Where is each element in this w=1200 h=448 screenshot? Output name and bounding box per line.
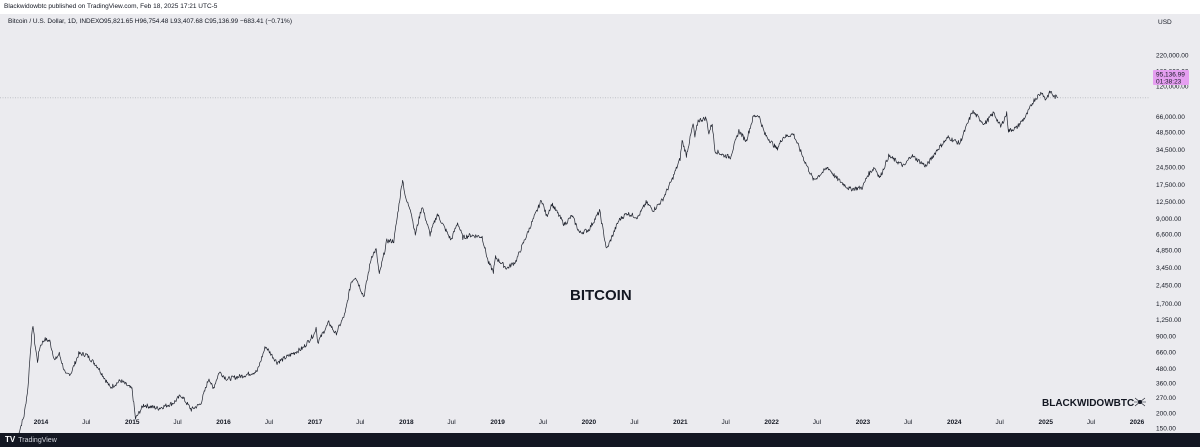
corner-watermark: BLACKWIDOWBTC [1042, 398, 1134, 409]
y-tick-label: 1,700.00 [1156, 301, 1182, 308]
x-tick-label: Jul [173, 419, 182, 426]
y-tick-label: 24,500.00 [1156, 165, 1185, 172]
legend-symbol: Bitcoin / U.S. Dollar, 1D, INDEX [8, 18, 100, 25]
x-tick-label: 2014 [34, 419, 49, 426]
price-chart[interactable]: Bitcoin / U.S. Dollar, 1D, INDEX O95,821… [0, 14, 1200, 436]
y-tick-label: 66,000.00 [1156, 114, 1185, 121]
x-tick-label: 2016 [216, 419, 231, 426]
y-tick-label: 4,850.00 [1156, 247, 1182, 254]
x-tick-label: Jul [356, 419, 365, 426]
y-tick-label: 120,000.00 [1156, 83, 1189, 90]
y-tick-label: 220,000.00 [1156, 52, 1189, 59]
price-series [17, 90, 1058, 436]
y-tick-label: 480.00 [1156, 366, 1176, 373]
x-tick-label: Jul [539, 419, 548, 426]
x-tick-label: Jul [813, 419, 822, 426]
y-tick-label: 12,500.00 [1156, 199, 1185, 206]
y-tick-label: 2,450.00 [1156, 282, 1182, 289]
y-axis: 150.00 200.00 270.00 360.00 480.00 660.00 900.… [1156, 52, 1189, 432]
x-tick-label: 2020 [582, 419, 597, 426]
x-tick-label: 2026 [1130, 419, 1145, 426]
y-tick-label: 150.00 [1156, 425, 1176, 432]
center-watermark: BITCOIN [570, 287, 632, 304]
current-price-tag-bg [1153, 70, 1189, 85]
price-line [17, 90, 1058, 436]
y-tick-label: 3,450.00 [1156, 265, 1182, 272]
y-tick-label: 1,250.00 [1156, 317, 1182, 324]
x-tick-label: Jul [996, 419, 1005, 426]
x-tick-label: 2024 [947, 419, 962, 426]
x-tick-label: 2025 [1038, 419, 1053, 426]
x-tick-label: Jul [904, 419, 913, 426]
current-price-tag: 95,136.99 01:38:23 [1153, 70, 1189, 86]
y-tick-label: 660.00 [1156, 349, 1176, 356]
publisher-line: Blackwidowbtc published on TradingView.c… [0, 0, 1200, 14]
current-price-value: 95,136.99 [1156, 72, 1185, 79]
y-tick-label: 360.00 [1156, 381, 1176, 388]
x-axis: 2014 Jul 2015 Jul 2016 Jul 2017 Jul 2018 Jul 2019 J… [34, 419, 1145, 426]
x-tick-label: 2022 [764, 419, 779, 426]
chart-area[interactable]: Bitcoin / U.S. Dollar, 1D, INDEX O95,821… [0, 14, 1200, 436]
y-tick-label: 17,500.00 [1156, 182, 1185, 189]
y-tick-label: 200.00 [1156, 411, 1176, 418]
currency-label: USD [1158, 19, 1172, 26]
x-tick-label: 2021 [673, 419, 688, 426]
y-tick-label: 900.00 [1156, 334, 1176, 341]
y-tick-label: 9,000.00 [1156, 216, 1182, 223]
y-tick-label: 48,500.00 [1156, 130, 1185, 137]
footer-brand[interactable]: TradingView [18, 437, 57, 444]
x-tick-label: 2018 [399, 419, 414, 426]
x-tick-label: Jul [82, 419, 91, 426]
y-tick-label: 34,500.00 [1156, 147, 1185, 154]
x-tick-label: Jul [447, 419, 456, 426]
y-tick-label: 270.00 [1156, 395, 1176, 402]
x-tick-label: 2019 [490, 419, 505, 426]
x-tick-label: Jul [1087, 419, 1096, 426]
x-tick-label: Jul [721, 419, 730, 426]
x-tick-label: Jul [630, 419, 639, 426]
y-tick-label: 6,600.00 [1156, 232, 1182, 239]
spider-icon [1134, 397, 1146, 407]
price-countdown: 01:38:23 [1156, 79, 1182, 86]
footer-bar: TV TradingView [0, 433, 1200, 447]
legend-ohlc: O95,821.65 H96,754.48 L93,407.68 C95,136… [99, 18, 292, 25]
x-tick-label: 2017 [308, 419, 323, 426]
tradingview-logo-icon[interactable]: TV [5, 435, 16, 444]
x-tick-label: Jul [265, 419, 274, 426]
x-tick-label: 2015 [125, 419, 140, 426]
x-tick-label: 2023 [856, 419, 871, 426]
